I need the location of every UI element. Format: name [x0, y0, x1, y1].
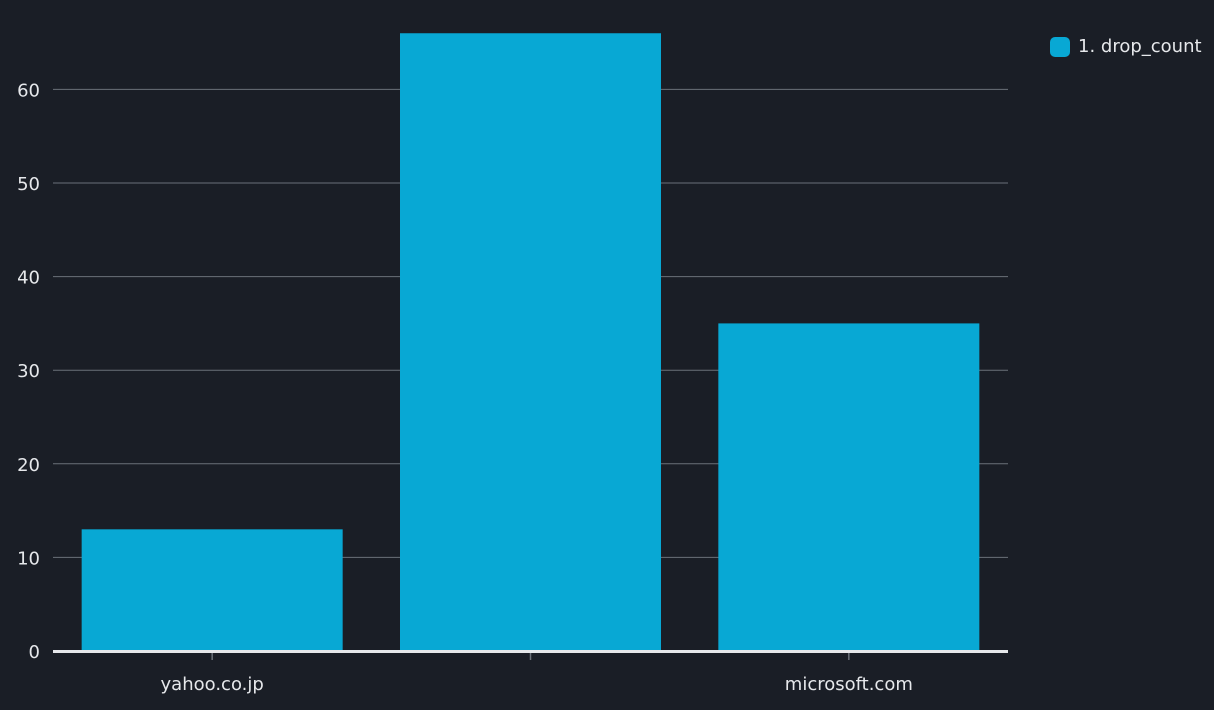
y-tick-label: 50 [17, 174, 40, 195]
y-tick-label: 30 [17, 361, 40, 382]
axes: 0 10 20 30 40 50 60 yahoo.co.jp microsoft.com [17, 80, 1008, 695]
y-tick-label: 60 [17, 80, 40, 101]
bar [81, 529, 343, 651]
y-tick-label: 0 [29, 642, 40, 663]
bars [81, 33, 980, 652]
y-tick-label: 40 [17, 268, 40, 289]
legend[interactable]: 1. drop_count [1050, 36, 1202, 57]
legend-swatch [1050, 36, 1070, 57]
y-tick-label: 10 [17, 548, 40, 569]
bar [718, 323, 980, 651]
x-tick-label: microsoft.com [785, 674, 913, 695]
bar [400, 33, 661, 652]
y-tick-label: 20 [17, 455, 40, 476]
x-tick-label: yahoo.co.jp [161, 674, 264, 695]
legend-label: 1. drop_count [1078, 36, 1202, 57]
